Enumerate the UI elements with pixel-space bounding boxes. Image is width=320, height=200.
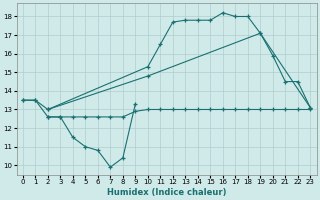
X-axis label: Humidex (Indice chaleur): Humidex (Indice chaleur) [107, 188, 226, 197]
